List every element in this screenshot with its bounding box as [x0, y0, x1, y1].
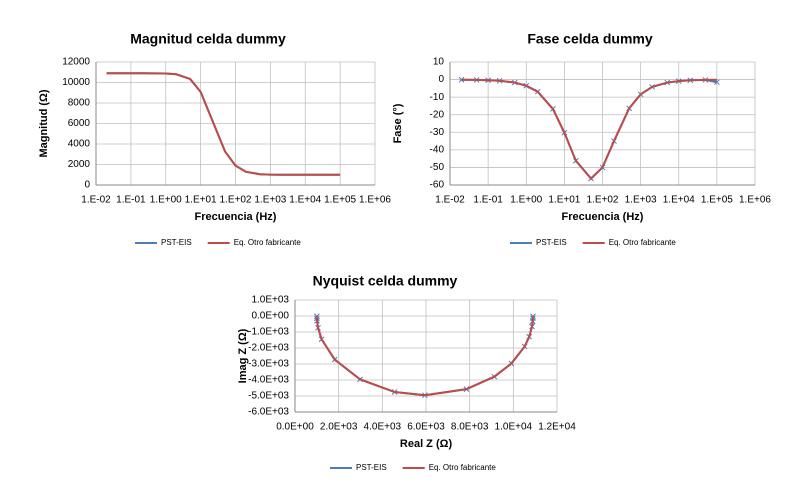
- y-tick-label: -20: [430, 109, 445, 120]
- x-tick-label: 1.E+06: [359, 195, 391, 206]
- y-tick-label: -50: [430, 162, 445, 173]
- series-line: [315, 316, 534, 397]
- y-tick-label: 12000: [62, 57, 90, 68]
- x-tick-label: 1.E+01: [548, 195, 580, 206]
- y-tick-label: 0: [438, 74, 444, 85]
- y-tick-label: 8000: [68, 98, 91, 109]
- y-tick-label: 1.0E+03: [251, 295, 289, 306]
- y-tick-label: -3.0E+03: [248, 359, 289, 370]
- x-tick-label: 4.0E+03: [364, 422, 402, 433]
- x-tick-label: 1.E-01: [473, 195, 503, 206]
- point-marker: [313, 313, 320, 320]
- legend-label: PST-EIS: [356, 463, 387, 472]
- y-axis-title: Imag Z (Ω): [237, 328, 249, 383]
- y-tick-label: -1.0E+03: [248, 327, 289, 338]
- legend-label: PST-EIS: [536, 238, 567, 247]
- y-tick-label: -40: [430, 144, 445, 155]
- y-tick-label: 0: [84, 180, 90, 191]
- y-tick-label: 6000: [68, 118, 91, 129]
- x-tick-label: 1.E-02: [435, 195, 465, 206]
- x-tick-label: 1.2E+04: [538, 422, 576, 433]
- legend-label: Eq. Otro fabricante: [234, 238, 302, 247]
- y-axis-title: Magnitud (Ω): [38, 89, 50, 157]
- y-tick-label: 4000: [68, 139, 91, 150]
- x-tick-label: 1.E+03: [625, 195, 657, 206]
- x-axis-title: Real Z (Ω): [400, 438, 453, 450]
- x-tick-label: 1.E-01: [116, 195, 146, 206]
- y-tick-label: 10: [433, 57, 445, 68]
- chart-title: Nyquist celda dummy: [313, 273, 458, 289]
- x-tick-label: 1.E+04: [663, 195, 695, 206]
- x-tick-label: 1.E+02: [220, 195, 252, 206]
- x-tick-label: 1.E+05: [324, 195, 356, 206]
- x-axis-title: Frecuencia (Hz): [195, 211, 277, 223]
- x-tick-label: 1.0E+04: [495, 422, 533, 433]
- legend-label: PST-EIS: [161, 238, 192, 247]
- x-tick-label: 1.E+03: [254, 195, 286, 206]
- series-line: [315, 316, 534, 397]
- chart-title: Fase celda dummy: [527, 31, 652, 47]
- y-tick-label: 2000: [68, 159, 91, 170]
- x-tick-label: 1.E-02: [81, 195, 111, 206]
- x-tick-label: 1.E+00: [150, 195, 182, 206]
- chart-title: Magnitud celda dummy: [130, 31, 286, 47]
- y-tick-label: -4.0E+03: [248, 375, 289, 386]
- x-tick-label: 1.E+04: [289, 195, 321, 206]
- y-tick-label: -5.0E+03: [248, 391, 289, 402]
- y-tick-label: -10: [430, 92, 445, 103]
- y-tick-label: -6.0E+03: [248, 407, 289, 418]
- y-tick-label: -30: [430, 127, 445, 138]
- y-tick-label: 10000: [62, 77, 90, 88]
- x-tick-label: 8.0E+03: [451, 422, 489, 433]
- x-tick-label: 1.E+01: [185, 195, 217, 206]
- x-tick-label: 6.0E+03: [407, 422, 445, 433]
- legend-label: Eq. Otro fabricante: [609, 238, 677, 247]
- x-tick-label: 1.E+06: [739, 195, 771, 206]
- series-line: [461, 78, 717, 180]
- x-tick-label: 1.E+00: [510, 195, 542, 206]
- y-tick-label: -60: [430, 180, 445, 191]
- x-tick-label: 2.0E+03: [320, 422, 358, 433]
- series-line: [106, 72, 341, 176]
- x-tick-label: 1.E+02: [587, 195, 619, 206]
- y-axis-title: Fase (°): [392, 103, 404, 143]
- y-tick-label: 0.0E+00: [251, 311, 289, 322]
- legend-label: Eq. Otro fabricante: [429, 463, 497, 472]
- x-tick-label: 1.E+05: [701, 195, 733, 206]
- x-tick-label: 0.0E+00: [276, 422, 314, 433]
- x-axis-title: Frecuencia (Hz): [562, 211, 644, 223]
- y-tick-label: -2.0E+03: [248, 343, 289, 354]
